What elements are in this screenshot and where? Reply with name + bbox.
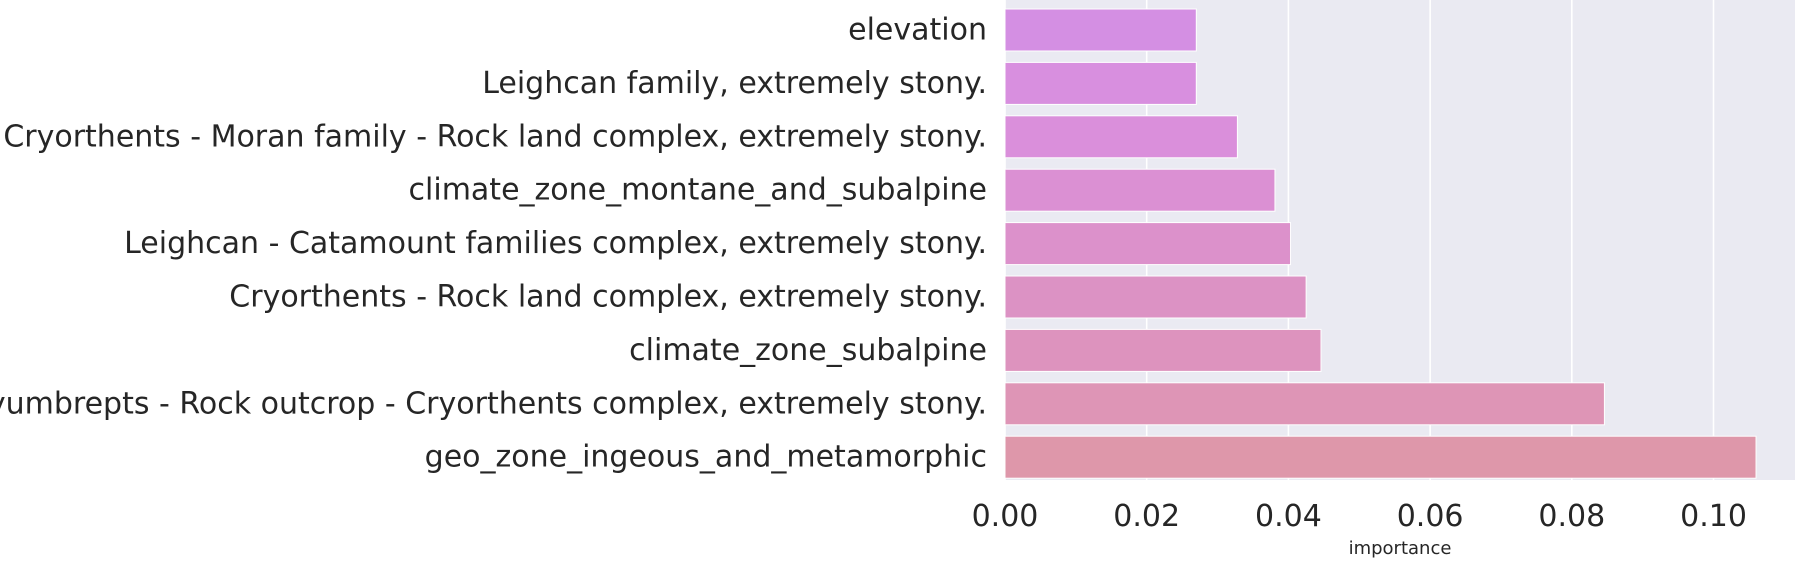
category-label: climate_zone_montane_and_subalpine bbox=[409, 173, 987, 208]
bar bbox=[1004, 275, 1307, 319]
x-tick-label: 0.04 bbox=[1255, 499, 1322, 534]
bar bbox=[1004, 61, 1197, 105]
x-axis-title: importance bbox=[1349, 538, 1452, 559]
category-labels: elevation Leighcan family, extremely ston… bbox=[0, 13, 987, 475]
bar bbox=[1004, 168, 1276, 212]
x-tick-label: 0.08 bbox=[1538, 499, 1605, 534]
x-tick-labels: 0.00 0.02 0.04 0.06 0.08 0.10 bbox=[972, 499, 1747, 534]
x-tick-label: 0.00 bbox=[972, 499, 1039, 534]
bars bbox=[1004, 8, 1757, 479]
bar bbox=[1004, 328, 1322, 372]
category-label: Leighcan family, extremely stony. bbox=[482, 66, 987, 101]
bar bbox=[1004, 382, 1605, 426]
category-label: geo_zone_ingeous_and_metamorphic bbox=[425, 440, 987, 475]
bar bbox=[1004, 222, 1292, 266]
x-tick-label: 0.10 bbox=[1680, 499, 1747, 534]
bar bbox=[1004, 115, 1238, 159]
x-tick-label: 0.02 bbox=[1113, 499, 1180, 534]
category-label: Cryorthents - Moran family - Rock land c… bbox=[3, 119, 987, 154]
category-label: elevation bbox=[848, 13, 987, 48]
category-label: Cryorthents - Rock land complex, extreme… bbox=[229, 280, 987, 315]
category-label: Cryumbrepts - Rock outcrop - Cryorthents… bbox=[0, 386, 987, 421]
x-tick-label: 0.06 bbox=[1397, 499, 1464, 534]
bar bbox=[1004, 435, 1757, 479]
category-label: climate_zone_subalpine bbox=[629, 333, 987, 368]
bar bbox=[1004, 8, 1197, 52]
category-label: Leighcan - Catamount families complex, e… bbox=[124, 226, 987, 261]
